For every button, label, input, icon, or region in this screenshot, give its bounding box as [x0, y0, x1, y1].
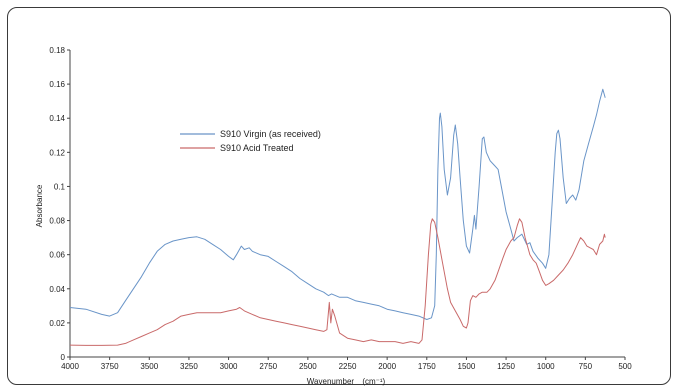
x-axis-label: Wavenumber (cm⁻¹): [307, 377, 386, 386]
y-tick-labels: 0 0.02 0.04 0.06 0.08 0.1 0.12 0.14 0.16 0.18: [49, 46, 65, 362]
series-lines: [69, 88, 606, 346]
legend-label-virgin: S910 Virgin (as received): [220, 129, 321, 139]
axes: [67, 49, 626, 360]
x-tick-label: 1250: [497, 362, 515, 371]
x-tick-label: 3250: [180, 362, 198, 371]
x-tick-label: 3000: [220, 362, 238, 371]
y-tick-label: 0.18: [49, 46, 65, 55]
x-tick-label: 750: [579, 362, 593, 371]
y-tick-label: 0.14: [49, 114, 65, 123]
y-tick-label: 0.02: [49, 319, 65, 328]
x-tick-label: 2750: [259, 362, 277, 371]
x-tick-label: 3500: [140, 362, 158, 371]
x-axis-label-text: Wavenumber: [307, 377, 355, 386]
y-tick-label: 0.12: [49, 148, 65, 157]
x-tick-label: 2000: [378, 362, 396, 371]
x-tick-label: 1000: [537, 362, 555, 371]
x-tick-label: 2500: [299, 362, 317, 371]
y-tick-label: 0.04: [49, 285, 65, 294]
x-tick-label: 2250: [339, 362, 357, 371]
chart-frame: [7, 7, 671, 385]
x-tick-label: 3750: [101, 362, 119, 371]
x-tick-labels: 4000 3750 3500 3250 3000 2750 2500 2250 2000 1750…: [61, 362, 632, 371]
x-tick-label: 4000: [61, 362, 79, 371]
series-line-virgin: [69, 88, 606, 320]
legend: S910 Virgin (as received) S910 Acid Trea…: [180, 129, 321, 153]
series-line-acid: [69, 218, 606, 346]
y-tick-label: 0.1: [54, 182, 66, 191]
y-tick-label: 0.06: [49, 251, 65, 260]
x-tick-label: 500: [618, 362, 632, 371]
legend-label-acid: S910 Acid Treated: [220, 143, 294, 153]
y-tick-label: 0.08: [49, 217, 65, 226]
y-axis-label: Absorbance: [35, 184, 44, 227]
x-axis-label-unit: (cm⁻¹): [362, 377, 385, 386]
x-tick-label: 1750: [418, 362, 436, 371]
y-tick-label: 0.16: [49, 80, 65, 89]
x-tick-label: 1500: [458, 362, 476, 371]
y-tick-label: 0: [61, 353, 66, 362]
